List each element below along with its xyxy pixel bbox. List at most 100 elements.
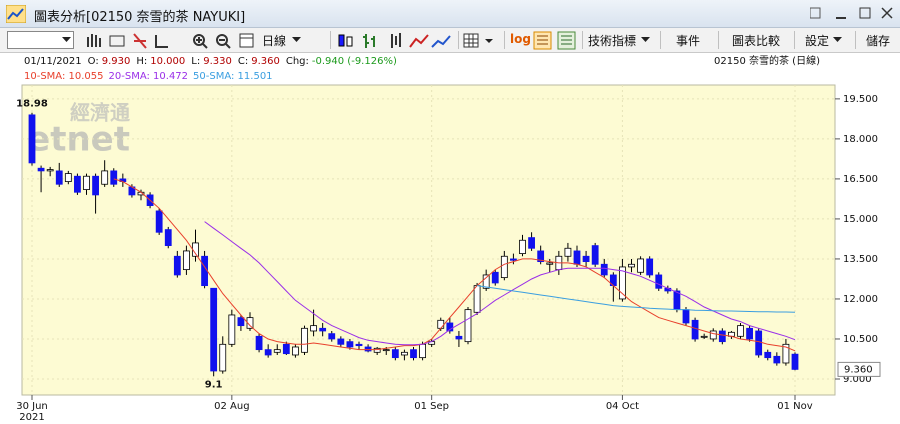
tool-icons[interactable] (84, 31, 334, 51)
candle-body (92, 175, 99, 196)
save-button[interactable]: 儲存 (866, 34, 891, 48)
candle-body (255, 335, 263, 351)
candle-body (373, 347, 381, 353)
candle-body (64, 173, 72, 182)
candle-body (83, 175, 90, 190)
pan-tool[interactable] (87, 34, 101, 47)
ohlc-info: 01/11/2021 O: 9.930 H: 10.000 L: 9.330 C: 9.360 C… (24, 56, 397, 67)
low-annotation: 9.1 (205, 379, 223, 390)
x-tick-label: 30 Jun (16, 401, 48, 412)
candle-body (600, 263, 608, 276)
ohlc-icon[interactable] (363, 34, 375, 48)
candle-body (419, 343, 426, 359)
candle-body (391, 349, 399, 359)
legend-entry: 20-SMA: 10.472 (109, 71, 189, 82)
log-toggle[interactable]: log (510, 32, 531, 46)
candle-body (746, 327, 753, 340)
candle-body (573, 250, 581, 265)
candle-body (564, 247, 572, 257)
axis-tool[interactable] (155, 35, 168, 48)
calendar-icon[interactable] (239, 33, 254, 48)
last-price-label: 9.360 (844, 364, 873, 375)
x-tick-label: 04 Oct (606, 401, 639, 412)
candle-body (482, 274, 490, 289)
candle-body (737, 325, 744, 337)
close-button[interactable] (881, 7, 893, 19)
info-label: L: (191, 56, 200, 67)
draw-tool[interactable] (133, 33, 147, 49)
restore-button[interactable] (810, 7, 821, 19)
zoom-in[interactable] (193, 34, 205, 46)
candle-body (164, 229, 172, 247)
candle-body (210, 287, 218, 372)
candle-body (282, 343, 290, 355)
candle-body (510, 258, 517, 261)
candle-body (546, 262, 554, 265)
candle-body (528, 237, 535, 249)
indicators-menu[interactable]: 技術指標 (588, 34, 637, 48)
layout-icons[interactable] (533, 31, 579, 51)
x-tick-label: 02 Aug (214, 401, 249, 412)
period-dropdown[interactable]: 日線 (262, 34, 287, 48)
info-label: H: (136, 56, 147, 67)
area-icon[interactable] (431, 35, 451, 48)
hlc-icon[interactable] (391, 33, 401, 48)
window-controls[interactable] (810, 7, 894, 21)
events-button[interactable]: 事件 (676, 34, 701, 48)
symbol-dropdown[interactable] (7, 31, 74, 49)
candle-body (646, 258, 654, 276)
candle-body (382, 349, 390, 352)
watermark: etnet (27, 120, 130, 160)
candle-body (264, 349, 272, 356)
candle-body (791, 353, 799, 370)
sma-line (204, 221, 796, 346)
crosshair-tool[interactable] (109, 35, 125, 47)
candle-icon[interactable] (338, 34, 345, 47)
candle-body (237, 317, 245, 327)
candle-body (446, 322, 454, 332)
window-title: 圖表分析[02150 奈雪的茶 NAYUKI] (34, 10, 246, 25)
info-value: 10.000 (150, 56, 185, 67)
candle-body (46, 169, 54, 172)
chart-header: 02150 奈雪的茶 (日線) (714, 54, 820, 67)
candle-body (773, 355, 781, 364)
zoom-out[interactable] (216, 34, 228, 46)
candle-body (709, 330, 717, 340)
candle-body (28, 114, 36, 164)
candle-body (292, 346, 299, 356)
grid-icon[interactable] (463, 31, 503, 51)
candle-body (310, 325, 317, 332)
candle-body (718, 330, 726, 343)
line-icon[interactable] (409, 34, 429, 48)
info-date: 01/11/2021 (24, 56, 82, 67)
candle-body (700, 335, 708, 338)
candle-body (519, 239, 526, 255)
toolbar: 日線 log 技術指標 事件 圖表比較 設定 儲存 (0, 28, 900, 53)
candle-body (764, 351, 772, 359)
chart-type-icons[interactable] (336, 31, 456, 51)
y-tick-label: 9.000 (843, 374, 872, 385)
compare-button[interactable]: 圖表比較 (732, 34, 781, 48)
x-year-label: 2021 (19, 412, 44, 423)
candle-body (319, 327, 327, 332)
candle-body (273, 349, 281, 353)
candle-body (591, 245, 599, 265)
maximize-button[interactable] (859, 7, 871, 19)
legend: 10-SMA: 10.055 20-SMA: 10.472 50-SMA: 11.5… (24, 71, 273, 82)
y-tick-label: 13.500 (843, 254, 878, 265)
plot-area (21, 84, 836, 396)
candle-body (401, 351, 408, 356)
settings-menu[interactable]: 設定 (805, 34, 830, 48)
y-tick-label: 15.000 (843, 214, 878, 225)
candle-body (410, 349, 417, 359)
candle-body (337, 338, 345, 345)
candle-body (628, 263, 635, 268)
candle-body (173, 255, 181, 276)
info-label: C: (238, 56, 248, 67)
info-label: Chg: (286, 56, 309, 67)
candle-body (755, 330, 763, 356)
sma-line (477, 285, 796, 313)
candle-body (637, 258, 644, 273)
